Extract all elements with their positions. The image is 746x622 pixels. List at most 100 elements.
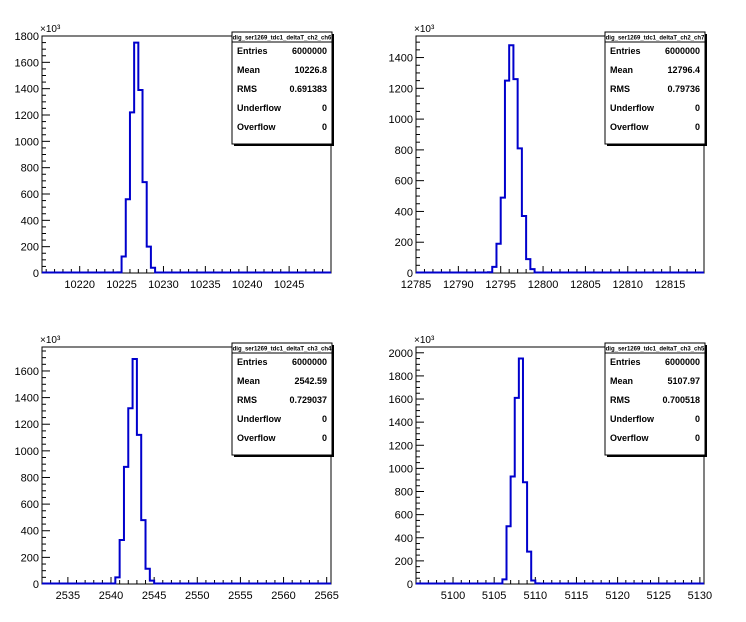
histogram-bin — [147, 247, 151, 273]
y-tick-label: 400 — [395, 533, 413, 545]
x-tick-label: 2550 — [185, 590, 209, 602]
stats-row-label: Entries — [610, 46, 641, 56]
histogram-bin — [527, 552, 531, 584]
histogram-bin — [531, 581, 535, 584]
x-tick-label: 12785 — [401, 279, 432, 291]
stats-box-frame — [231, 342, 333, 456]
stats-row-value: 0 — [695, 433, 700, 443]
y-tick-label: 200 — [21, 552, 39, 564]
x-tick-label: 2565 — [314, 590, 338, 602]
stats-row-value: 0 — [695, 103, 700, 113]
x-tick-label: 2535 — [56, 590, 80, 602]
stats-row-value: 0 — [322, 414, 327, 424]
y-tick-label: 1200 — [389, 83, 413, 95]
y-tick-label: 1200 — [15, 110, 39, 122]
stats-title: dig_ser1269_tdc1_deltaT_ch2_ch6 — [233, 36, 332, 42]
y-tick-label: 400 — [395, 206, 413, 218]
histogram-series-line — [42, 41, 331, 274]
x-tick-label: 10225 — [106, 279, 137, 291]
y-tick-label: 2000 — [389, 348, 413, 360]
y-tick-label: 1600 — [15, 366, 39, 378]
stats-row-label: Underflow — [237, 414, 282, 424]
x-tick-label: 5120 — [605, 590, 629, 602]
histogram-bin — [530, 269, 534, 273]
stats-box: dig_ser1269_tdc1_deltaT_ch3_ch4 Entries 60… — [231, 342, 334, 457]
y-tick-label: 600 — [21, 499, 39, 511]
x-tick-label: 2555 — [228, 590, 252, 602]
histogram-bin — [146, 569, 150, 584]
y-tick-label: 800 — [21, 472, 39, 484]
y-tick-label: 600 — [21, 189, 39, 201]
histogram-bin — [133, 359, 137, 584]
x-tick-label: 12815 — [655, 279, 686, 291]
y-tick-label: 0 — [407, 579, 413, 591]
histogram-pad-3: 2535 2540 2545 2550 2555 2560 2565 0 200 400 600 80… — [15, 335, 339, 602]
histogram-bin — [492, 267, 496, 273]
stats-row-value: 0.700518 — [662, 395, 700, 405]
stats-row-label: Mean — [610, 376, 633, 386]
histogram-bin — [138, 90, 142, 273]
histogram-bin — [511, 476, 515, 584]
stats-row-value: 12796.4 — [667, 65, 700, 75]
stats-row-value: 0 — [322, 433, 327, 443]
histogram-bin — [496, 244, 500, 273]
y-tick-label: 1600 — [389, 394, 413, 406]
x-tick-label: 12795 — [485, 279, 516, 291]
histogram-bin — [115, 577, 119, 584]
histogram-bin — [507, 526, 511, 584]
y-tick-label: 1000 — [15, 136, 39, 148]
y-tick-label: 0 — [33, 268, 39, 280]
stats-row-label: RMS — [237, 84, 257, 94]
x-tick-label: 2545 — [142, 590, 166, 602]
histogram-bin — [130, 112, 134, 273]
histogram-bin — [124, 467, 128, 584]
histogram-bin — [523, 482, 527, 584]
stats-box: dig_ser1269_tdc1_deltaT_ch2_ch7 Entries 60… — [604, 31, 707, 146]
stats-row-label: Underflow — [610, 103, 655, 113]
y-tick-label: 400 — [21, 215, 39, 227]
y-tick-label: 400 — [21, 526, 39, 538]
stats-row-value: 0 — [322, 103, 327, 113]
histogram-bin — [143, 182, 147, 273]
histogram-bin — [137, 435, 141, 584]
y-tick-label: 1200 — [15, 419, 39, 431]
histogram-bin — [505, 81, 509, 273]
histogram-pad-1: 10220 10225 10230 10235 10240 10245 0 200 400 600… — [15, 24, 334, 291]
stats-row-label: Overflow — [237, 122, 277, 132]
histogram-bin — [488, 272, 492, 273]
stats-box-frame — [231, 31, 333, 145]
stats-row-label: Underflow — [237, 103, 282, 113]
x-tick-label: 10235 — [190, 279, 221, 291]
stats-row-label: Overflow — [610, 122, 650, 132]
histogram-bin — [150, 581, 154, 584]
histogram-bin — [122, 257, 126, 273]
y-tick-label: 200 — [395, 237, 413, 249]
y-tick-label: 1400 — [389, 53, 413, 65]
y-tick-label: 200 — [395, 556, 413, 568]
y-tick-label: 1000 — [389, 114, 413, 126]
y-tick-label: 1400 — [15, 393, 39, 405]
histogram-bin — [535, 583, 539, 584]
stats-row-value: 0.729037 — [289, 395, 327, 405]
y-multiplier-label: ×10³ — [40, 24, 61, 35]
x-tick-label: 12800 — [528, 279, 559, 291]
y-tick-label: 1000 — [15, 446, 39, 458]
x-tick-label: 10240 — [232, 279, 263, 291]
histogram-bin — [502, 579, 506, 584]
histogram-bin — [526, 259, 530, 273]
stats-row-value: 6000000 — [292, 357, 327, 367]
y-tick-label: 800 — [395, 487, 413, 499]
stats-row-label: Overflow — [610, 433, 650, 443]
y-tick-label: 1600 — [15, 57, 39, 69]
stats-row-label: Overflow — [237, 433, 277, 443]
histogram-bin — [117, 272, 121, 273]
y-multiplier-label: ×10³ — [40, 335, 61, 346]
stats-row-label: Mean — [237, 65, 260, 75]
histogram-bin — [141, 520, 145, 584]
stats-box: dig_ser1269_tdc1_deltaT_ch3_ch5 Entries 60… — [604, 342, 707, 457]
y-tick-label: 1000 — [389, 463, 413, 475]
stats-row-value: 0.691383 — [289, 84, 327, 94]
y-multiplier-label: ×10³ — [414, 335, 435, 346]
stats-box: dig_ser1269_tdc1_deltaT_ch2_ch6 Entries 60… — [231, 31, 334, 146]
stats-row-value: 0 — [695, 414, 700, 424]
